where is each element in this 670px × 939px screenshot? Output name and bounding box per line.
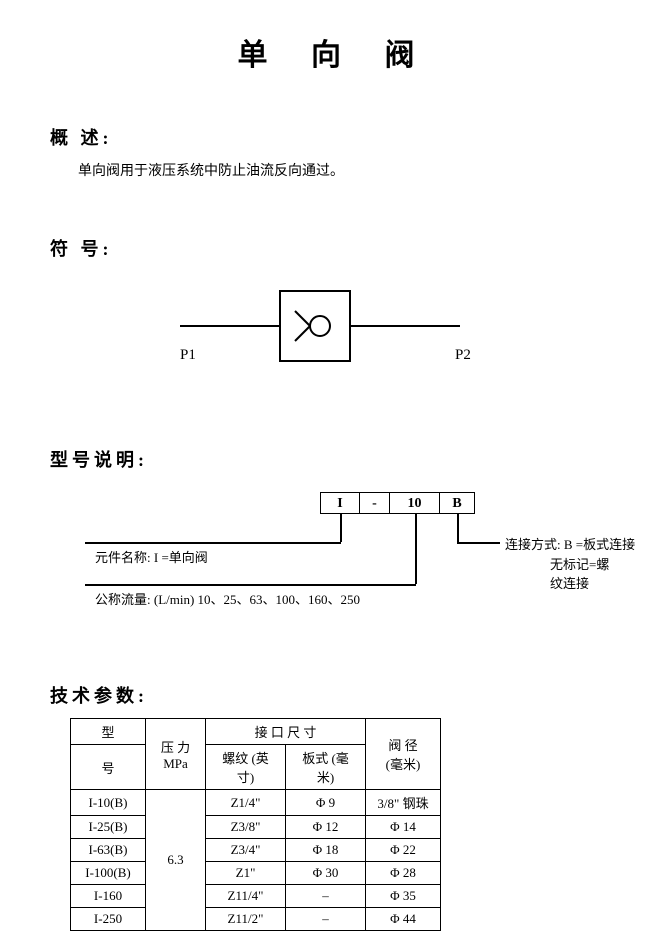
model-box-10: 10	[390, 492, 440, 514]
table-row: Φ 22	[366, 839, 441, 862]
page-title: 单 向 阀	[50, 30, 620, 74]
th-interface: 接 口 尺 寸	[206, 719, 366, 745]
model-conn-label1: 连接方式: B =板式连接	[505, 534, 665, 553]
table-row: Z1/4"	[206, 790, 286, 816]
table-row: Φ 30	[286, 862, 366, 885]
table-row: Φ 9	[286, 790, 366, 816]
table-row: I-25(B)	[71, 816, 146, 839]
table-row: Z3/4"	[206, 839, 286, 862]
check-valve-svg: P1 P2	[170, 281, 480, 381]
table-row: I-100(B)	[71, 862, 146, 885]
th-pressure: 压 力 MPa	[146, 719, 206, 790]
th-model-2: 号	[71, 745, 146, 790]
model-heading: 型号说明:	[50, 446, 620, 472]
table-row: I-63(B)	[71, 839, 146, 862]
overview-heading: 概 述:	[50, 124, 620, 150]
pressure-cell: 6.3	[146, 790, 206, 931]
table-row: –	[286, 908, 366, 931]
tech-heading: 技术参数:	[50, 682, 620, 708]
model-code-diagram: I - 10 B 元件名称: I =单向阀 公称流量: (L/min) 10、2…	[50, 492, 620, 632]
p2-label: P2	[455, 347, 471, 363]
table-row: Φ 44	[366, 908, 441, 931]
table-row: Φ 35	[366, 885, 441, 908]
overview-text: 单向阀用于液压系统中防止油流反向通过。	[78, 160, 620, 180]
model-conn-label2: 无标记=螺纹连接	[550, 554, 620, 592]
table-row: 3/8" 钢珠	[366, 790, 441, 816]
table-row: Φ 28	[366, 862, 441, 885]
table-row: I-250	[71, 908, 146, 931]
p1-label: P1	[180, 347, 196, 363]
check-valve-symbol-diagram: P1 P2	[170, 281, 620, 386]
table-row: Z11/2"	[206, 908, 286, 931]
model-box-dash: -	[360, 492, 390, 514]
th-plate: 板式 (毫米)	[286, 745, 366, 790]
model-box-b: B	[440, 492, 475, 514]
table-row: Φ 14	[366, 816, 441, 839]
table-row: Z1"	[206, 862, 286, 885]
th-valve: 阀 径 (毫米)	[366, 719, 441, 790]
model-name-label: 元件名称: I =单向阀	[95, 547, 208, 566]
symbol-heading: 符 号:	[50, 235, 620, 261]
tech-params-table: 型 压 力 MPa 接 口 尺 寸 阀 径 (毫米) 号 螺纹 (英寸) 板式 …	[70, 718, 441, 931]
table-row: Z3/8"	[206, 816, 286, 839]
model-flow-label: 公称流量: (L/min) 10、25、63、100、160、250	[95, 589, 360, 608]
th-thread: 螺纹 (英寸)	[206, 745, 286, 790]
th-model-1: 型	[71, 719, 146, 745]
table-row: –	[286, 885, 366, 908]
table-row: I-160	[71, 885, 146, 908]
table-row: Z11/4"	[206, 885, 286, 908]
table-row: Φ 12	[286, 816, 366, 839]
table-row: I-10(B)	[71, 790, 146, 816]
table-row: Φ 18	[286, 839, 366, 862]
model-box-i: I	[320, 492, 360, 514]
